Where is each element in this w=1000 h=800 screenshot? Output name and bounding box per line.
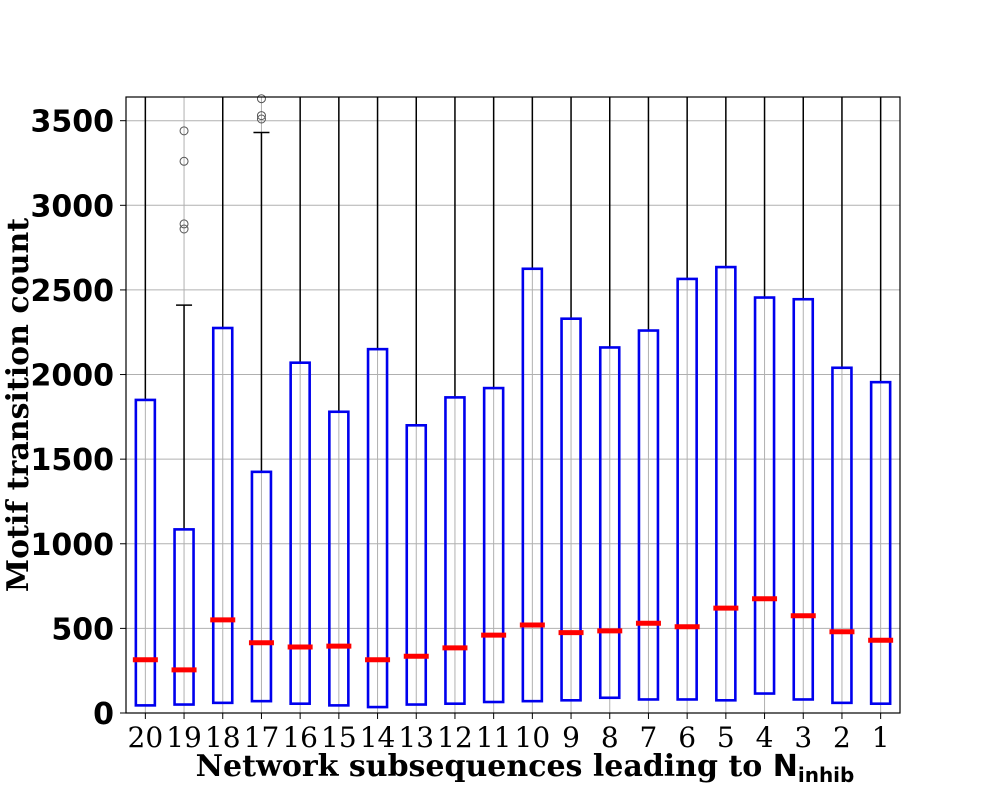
box-4 [753, 296, 776, 695]
x-axis-label-subscript: inhib [798, 763, 855, 787]
x-tick-label: 17 [244, 721, 280, 754]
x-tick-label: 10 [515, 721, 551, 754]
box-11 [482, 386, 505, 704]
x-tick-label: 5 [717, 721, 735, 754]
outlier-point [179, 219, 189, 229]
x-tick-label: 20 [128, 721, 164, 754]
outlier-point [256, 111, 266, 121]
x-tick-label: 4 [756, 721, 774, 754]
outlier-point [256, 114, 266, 124]
outlier-point [256, 94, 266, 104]
grid-layer [126, 97, 900, 714]
x-tick-label: 3 [794, 721, 812, 754]
flier-layer [179, 94, 266, 234]
x-axis-label-symbol: N [773, 749, 798, 784]
box-18 [211, 326, 234, 705]
x-tick-label: 12 [437, 721, 473, 754]
y-tick-label: 2500 [31, 274, 115, 309]
x-axis-ticks: 20 19 18 17 16 15 14 13 12 11 10 9 8 7 6 5 4 3 2 1 [128, 713, 890, 754]
x-tick-label: 1 [872, 721, 890, 754]
box-3 [792, 297, 815, 701]
y-tick-label: 2000 [31, 359, 115, 394]
x-axis-label: Network subsequences leading to Ninhib [196, 749, 855, 787]
x-tick-label: 13 [398, 721, 434, 754]
box-8 [598, 346, 621, 700]
x-tick-label: 14 [360, 721, 396, 754]
box-19 [173, 528, 195, 706]
box-layer [134, 265, 892, 709]
y-tick-label: 500 [51, 612, 114, 647]
box-20 [134, 398, 157, 707]
box-15 [328, 410, 350, 707]
box-13 [405, 424, 428, 706]
box-16 [289, 361, 311, 705]
box-1 [869, 380, 892, 705]
box-7 [637, 329, 660, 701]
y-tick-label: 1500 [31, 443, 115, 478]
x-tick-label: 2 [833, 721, 851, 754]
x-tick-label: 11 [476, 721, 512, 754]
outlier-point [179, 156, 189, 166]
box-9 [560, 317, 582, 702]
whisker-layer [144, 97, 882, 530]
y-tick-label: 0 [93, 697, 114, 732]
y-axis-ticks: 0 500 1000 1500 2000 2500 3000 3500 [31, 105, 126, 732]
x-axis-label-text: Network subsequences leading to [196, 749, 773, 784]
box-14 [366, 347, 389, 709]
outlier-point [179, 126, 189, 136]
y-tick-label: 1000 [31, 528, 115, 563]
y-tick-label: 3000 [31, 189, 115, 224]
box-12 [444, 396, 466, 705]
x-tick-label: 6 [678, 721, 696, 754]
box-5 [715, 265, 737, 702]
x-tick-label: 18 [205, 721, 241, 754]
x-tick-label: 7 [640, 721, 658, 754]
x-tick-label: 19 [166, 721, 202, 754]
y-axis-label: Motif transition count [1, 218, 36, 592]
box-17 [250, 470, 273, 703]
outlier-point [179, 224, 189, 234]
x-tick-label: 9 [562, 721, 580, 754]
median-layer [132, 596, 894, 673]
box-10 [521, 267, 544, 703]
plot-frame [125, 96, 901, 714]
y-tick-label: 3500 [31, 105, 115, 140]
box-6 [676, 277, 698, 701]
x-tick-label: 15 [321, 721, 357, 754]
x-tick-label: 16 [282, 721, 318, 754]
x-tick-label: 8 [601, 721, 619, 754]
box-2 [831, 366, 853, 705]
